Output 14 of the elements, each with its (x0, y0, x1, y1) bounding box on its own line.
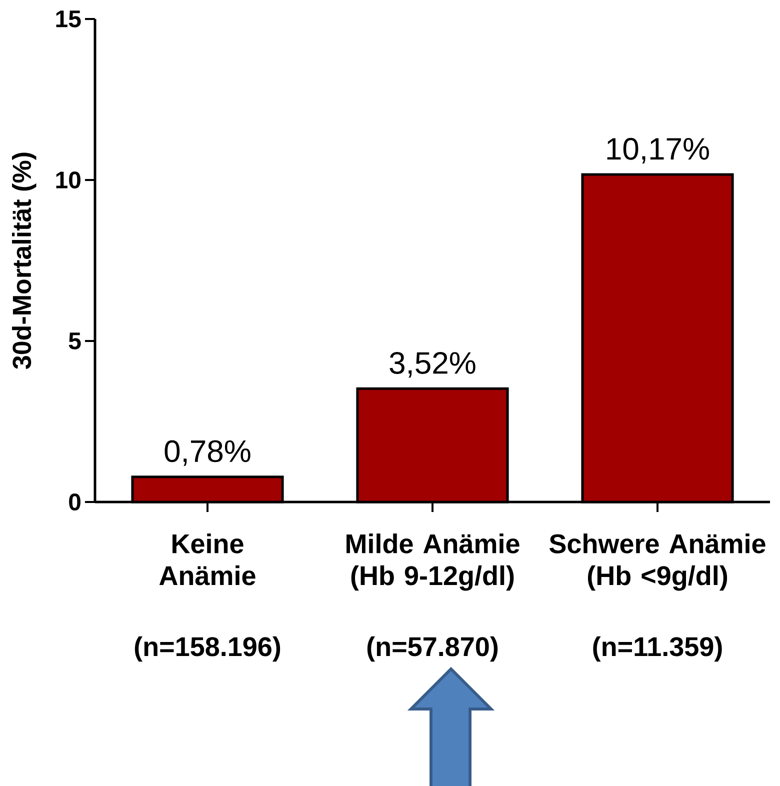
y-axis-title: 30d-Mortalität (%) (12, 152, 36, 369)
text: (n=158.196) (134, 636, 280, 662)
y-tick-label: 5 (68, 332, 81, 350)
y-tick-label: 10 (56, 172, 80, 188)
x-tick-label: Schwere Anämie (Hb <9g/dl) (549, 534, 766, 591)
x-tick-label: Keine Anämie (159, 534, 256, 586)
text: (n=11.359) (593, 636, 722, 662)
data-label: 0,78% (164, 440, 250, 466)
x-tick-label: Milde Anämie (Hb 9-12g/dl) (346, 534, 520, 591)
y-tick-label: 15 (56, 10, 81, 28)
data-label: 3,52% (390, 352, 476, 378)
data-label: 10,17% (607, 138, 709, 164)
y-tick-label: 0 (69, 494, 80, 510)
text: (n=57.870) (367, 636, 498, 662)
